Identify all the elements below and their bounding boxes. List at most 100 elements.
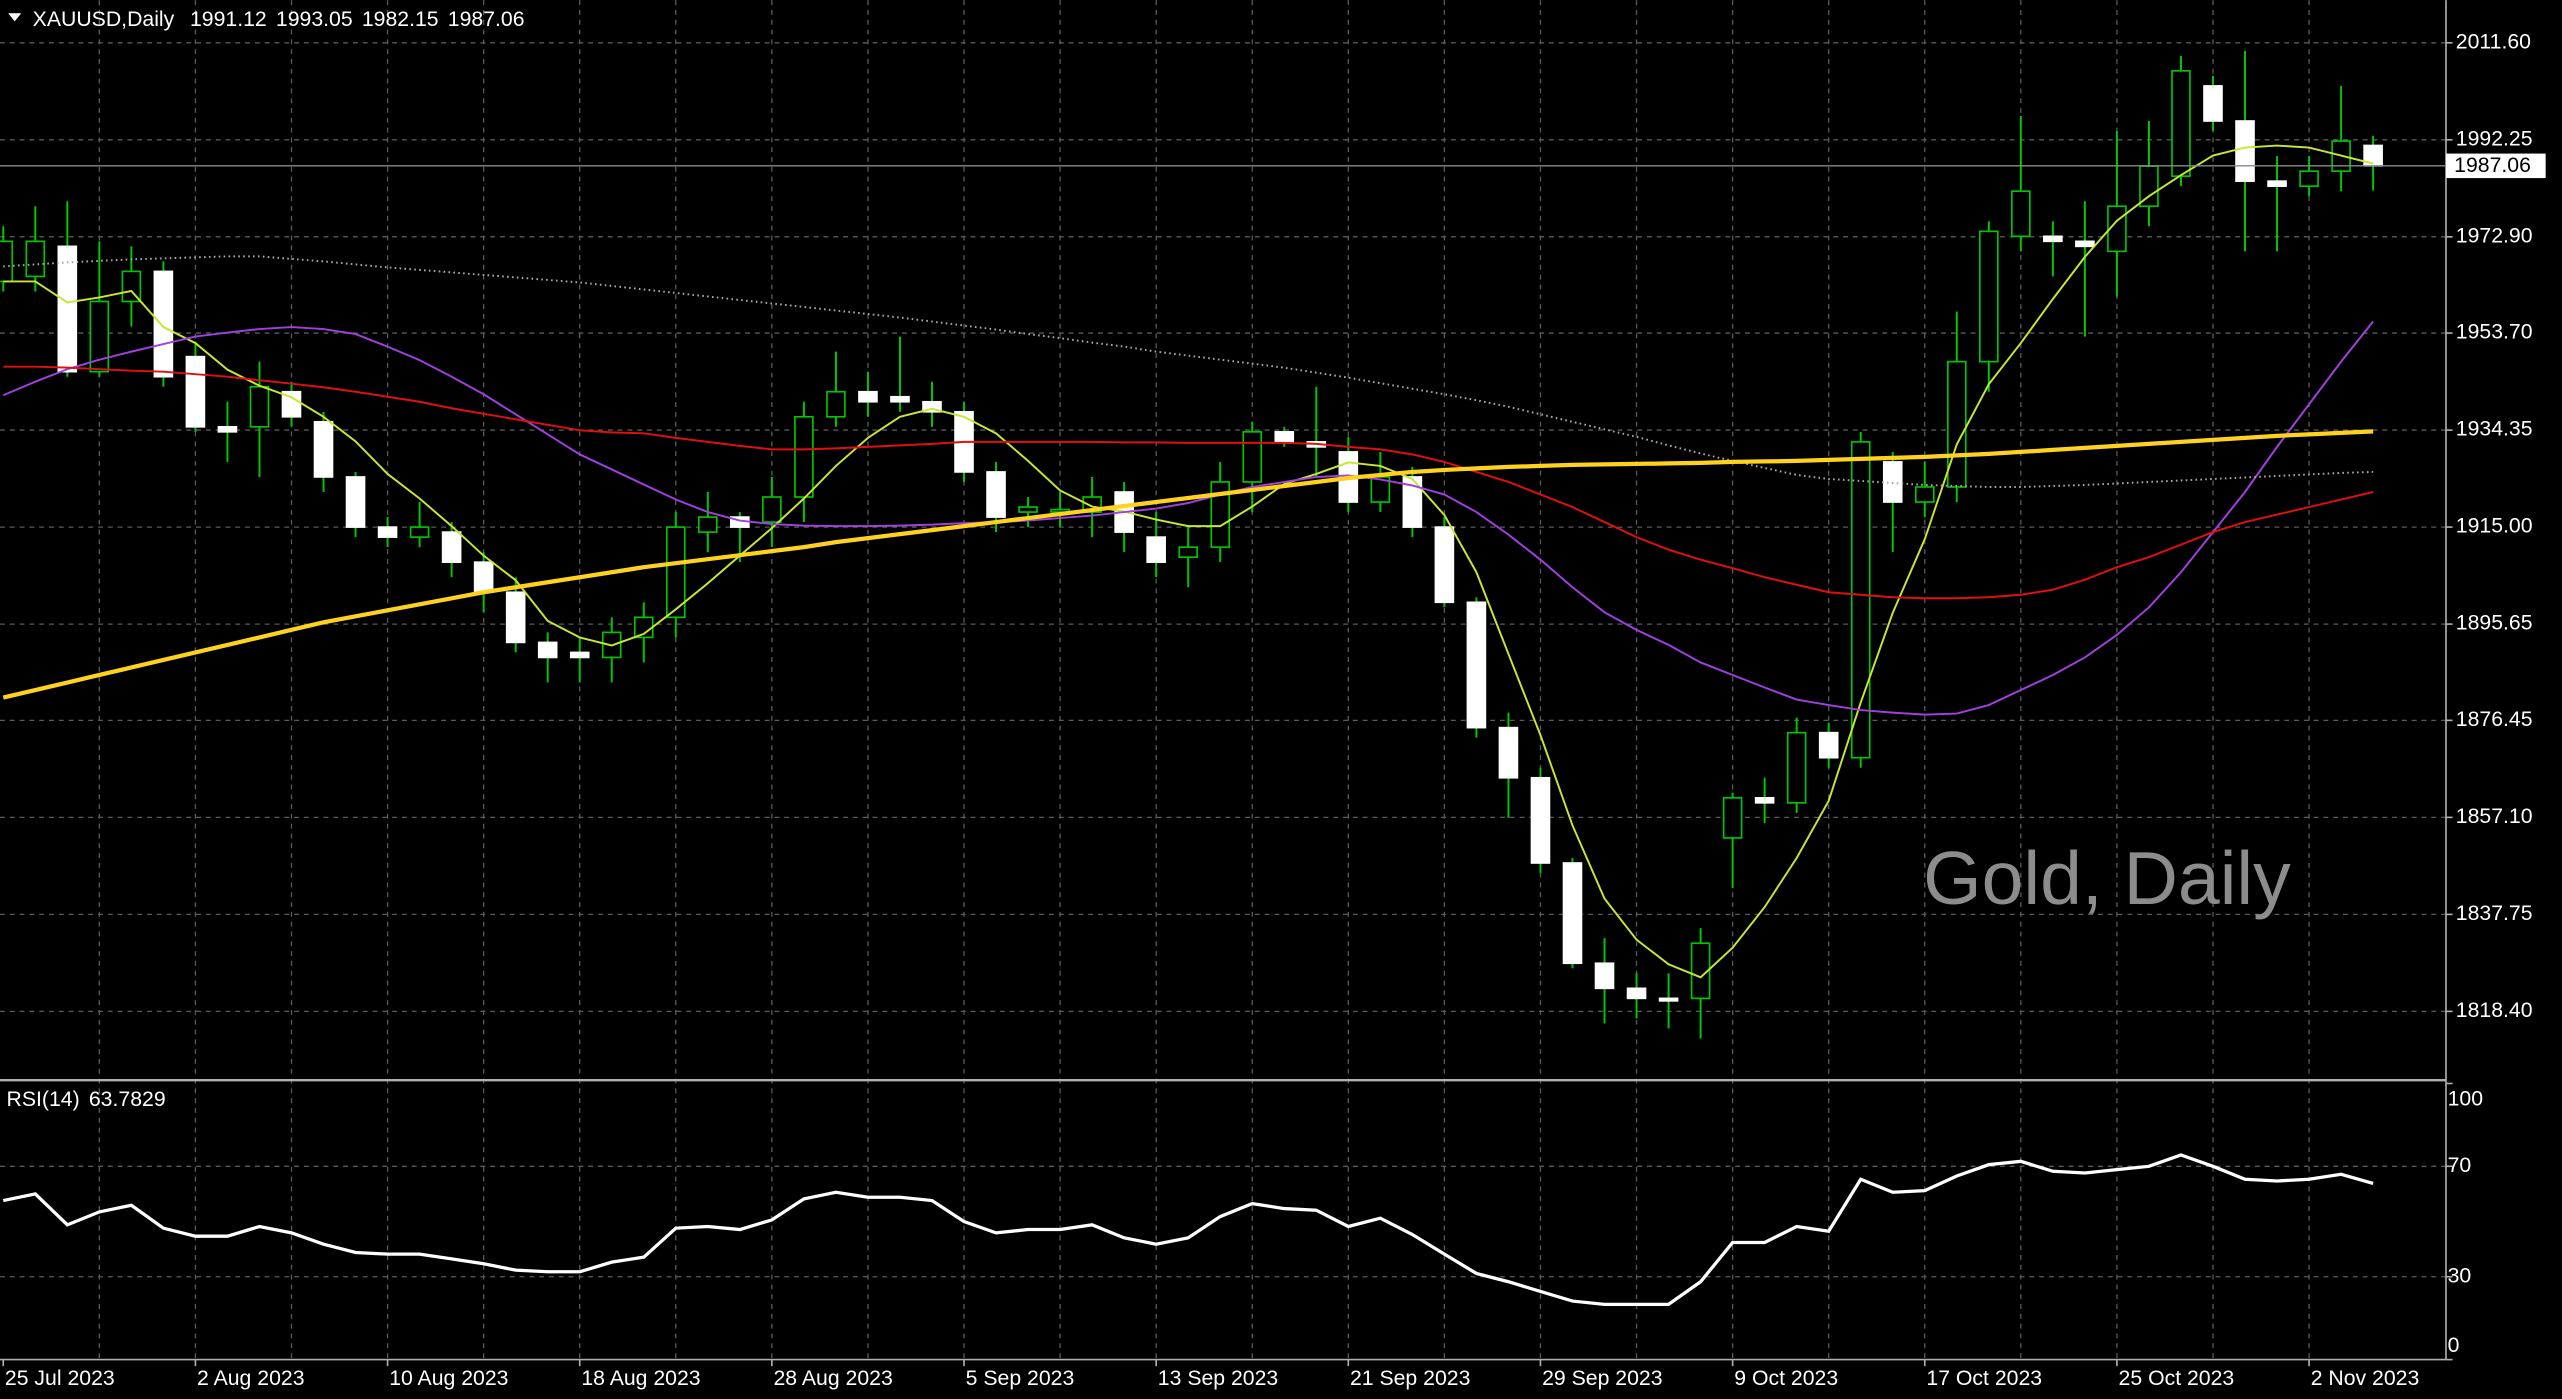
y-tick-label: 0: [2448, 1333, 2460, 1357]
header-low: 1982.15: [362, 6, 439, 30]
candle-body: [217, 426, 238, 433]
y-tick-label: 1915.00: [2456, 514, 2533, 538]
candle-body: [1946, 360, 1967, 488]
candle-body: [537, 641, 558, 659]
header-high: 1993.05: [276, 6, 353, 30]
candle-body: [377, 526, 398, 538]
x-tick-label: 17 Oct 2023: [1926, 1366, 2042, 1390]
candle-body: [569, 651, 590, 659]
candle-body: [1786, 731, 1807, 804]
y-tick-label: 100: [2448, 1086, 2483, 1110]
candle-body: [473, 561, 494, 594]
candle-body: [986, 471, 1006, 518]
candle-body: [762, 496, 782, 523]
candle-body: [281, 390, 302, 418]
ma-line: [3, 144, 2374, 979]
candle-body: [1722, 797, 1743, 839]
y-tick-label: 1992.25: [2456, 126, 2533, 150]
candle-body: [922, 400, 942, 413]
candle-body: [1914, 486, 1935, 503]
candle-body: [1979, 230, 1999, 363]
candle-body: [89, 300, 110, 373]
candle-body: [1210, 481, 1231, 548]
current-price-label: 1987.06: [2454, 153, 2531, 177]
candle-body: [185, 355, 206, 428]
x-tick-label: 13 Sep 2023: [1158, 1366, 1278, 1390]
candle-body: [665, 526, 686, 619]
candle-body: [505, 591, 526, 644]
candle-body: [1562, 862, 1583, 965]
candle-body: [1274, 431, 1295, 443]
candle-body: [698, 516, 718, 533]
current-price-box: [2445, 153, 2546, 179]
x-tick-label: 25 Jul 2023: [5, 1366, 115, 1390]
candle-body: [121, 270, 142, 303]
x-tick-label: 2 Aug 2023: [197, 1366, 304, 1390]
rsi-line: [2, 1153, 2374, 1307]
symbol: XAUUSD,Daily: [33, 6, 175, 30]
candle-body: [1178, 546, 1198, 558]
candle-body: [409, 526, 430, 538]
candle-body: [1818, 731, 1839, 759]
x-tick-label: 28 Aug 2023: [774, 1366, 893, 1390]
rsi-value: 63.7829: [89, 1086, 166, 1110]
x-tick-label: 21 Sep 2023: [1350, 1366, 1470, 1390]
candle-body: [890, 395, 910, 403]
header-close: 1987.06: [448, 6, 525, 30]
candle-body: [249, 385, 270, 428]
y-tick-label: 30: [2448, 1263, 2472, 1287]
x-tick-label: 25 Oct 2023: [2119, 1366, 2235, 1390]
candle-body: [0, 240, 14, 283]
candle-body: [1242, 431, 1263, 483]
candle-body: [441, 531, 462, 564]
candle-body: [2267, 180, 2287, 187]
candle-body: [2075, 240, 2095, 248]
rsi-title: RSI(14): [7, 1086, 80, 1110]
y-tick-label: 1934.35: [2456, 417, 2533, 441]
candle-body: [826, 390, 846, 418]
candle-body: [1850, 441, 1871, 759]
candle-body: [1018, 506, 1038, 513]
candle-body: [345, 476, 366, 528]
header-open: 1991.12: [190, 6, 267, 30]
y-tick-label: 1837.75: [2456, 901, 2533, 925]
candle-body: [2011, 190, 2031, 238]
candle-body: [1402, 476, 1423, 528]
x-tick-label: 18 Aug 2023: [581, 1366, 700, 1390]
y-tick-label: 70: [2448, 1153, 2472, 1177]
ma-line: [3, 365, 2374, 600]
watermark: Gold, Daily: [1923, 836, 2291, 920]
candle-body: [1658, 997, 1679, 1002]
y-tick-label: 1876.45: [2456, 707, 2533, 731]
candle-body: [1690, 942, 1711, 1000]
candle-body: [1530, 776, 1551, 864]
x-tick-label: 10 Aug 2023: [389, 1366, 508, 1390]
candle-body: [1626, 987, 1647, 1000]
y-tick-label: 1972.90: [2456, 223, 2533, 247]
candle-body: [2299, 170, 2319, 187]
rsi-header: RSI(14) 63.7829: [7, 1086, 166, 1110]
mark-layer: [0, 50, 2383, 1307]
candle-body: [313, 420, 334, 478]
x-tick-label: 2 Nov 2023: [2311, 1366, 2420, 1390]
candle-body: [2043, 235, 2063, 243]
candle-body: [2203, 85, 2223, 122]
y-tick-label: 1857.10: [2456, 804, 2533, 828]
y-tick-label: 1818.40: [2456, 998, 2533, 1022]
x-tick-label: 29 Sep 2023: [1542, 1366, 1662, 1390]
candle-body: [2235, 120, 2255, 182]
candle-body: [858, 390, 878, 403]
x-tick-label: 5 Sep 2023: [966, 1366, 1075, 1390]
candle-body: [1754, 797, 1775, 804]
candle-body: [57, 245, 78, 373]
candle-body: [1882, 461, 1903, 503]
candle-body: [1434, 526, 1455, 604]
header-arrow: [8, 13, 22, 22]
y-tick-label: 2011.60: [2456, 29, 2531, 53]
chart-header: XAUUSD,Daily 1991.12 1993.05 1982.15 198…: [33, 6, 525, 30]
candle-body: [1594, 962, 1615, 990]
candle-body: [25, 240, 46, 278]
